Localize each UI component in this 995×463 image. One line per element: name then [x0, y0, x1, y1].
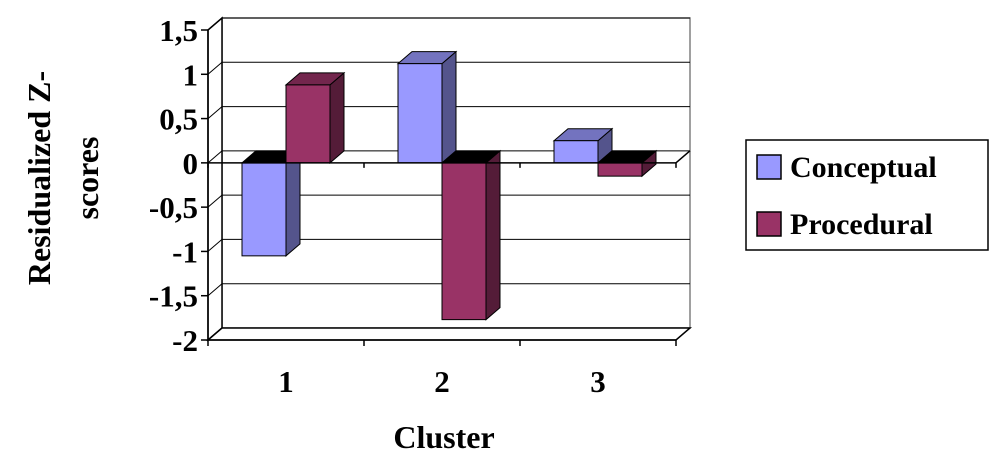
bar-side — [485, 149, 501, 321]
bar-conceptual-cluster-3 — [552, 127, 614, 164]
zero-line-depth — [675, 150, 691, 164]
y-tick-label: 0 — [183, 146, 199, 181]
gridline-depth — [207, 61, 223, 75]
floor — [205, 327, 693, 341]
y-axis-label: Residualized Z- scores — [21, 71, 105, 285]
side-wall — [207, 16, 223, 342]
gridline-depth — [207, 327, 223, 341]
bar-front — [241, 162, 287, 257]
x-tick-label: 1 — [278, 364, 294, 399]
bar-front — [285, 84, 331, 164]
y-axis-label-line-2: scores — [69, 137, 105, 220]
x-tick-label: 2 — [434, 364, 450, 399]
legend-label-conceptual: Conceptual — [790, 151, 937, 184]
y-tick-label: -1,5 — [149, 279, 198, 314]
bar-procedural-cluster-1 — [284, 71, 346, 164]
gridline-depth — [207, 17, 223, 31]
legend-label-procedural: Procedural — [790, 208, 933, 241]
bar-front — [397, 63, 443, 164]
bar-conceptual-cluster-1 — [240, 149, 302, 257]
y-tick-label: -2 — [172, 323, 198, 358]
y-tick-label: 1,5 — [159, 13, 198, 48]
gridline-depth — [207, 283, 223, 297]
gridline-depth — [207, 150, 223, 164]
y-axis-ticks: -2 -1,5 -1 -0,5 0 0,5 1 1,5 — [149, 13, 209, 358]
bar-procedural-cluster-2 — [440, 149, 502, 321]
x-axis-label: Cluster — [393, 419, 494, 455]
bars — [240, 50, 658, 321]
legend: Conceptual Procedural — [745, 139, 989, 251]
legend-box — [745, 139, 989, 251]
bar-front — [597, 162, 643, 177]
y-tick-label: -0,5 — [149, 190, 198, 225]
legend-swatch-conceptual — [756, 154, 782, 180]
x-axis-ticks: 1 2 3 — [207, 339, 677, 399]
legend-swatch-procedural — [756, 211, 782, 237]
y-axis-label-line-1: Residualized Z- — [21, 71, 57, 285]
x-axis-front — [207, 150, 691, 168]
bar-side — [441, 50, 457, 164]
gridline-depth — [207, 106, 223, 119]
bar-side — [329, 71, 345, 164]
bar-conceptual-cluster-2 — [396, 50, 458, 164]
bar-front — [553, 140, 599, 164]
gridline-depth — [207, 194, 223, 208]
x-tick-label: 3 — [590, 364, 606, 399]
y-tick-label: 0,5 — [159, 102, 198, 137]
gridline-depth — [207, 239, 223, 252]
y-tick-label: 1 — [183, 57, 199, 92]
bar-front — [441, 162, 487, 321]
y-tick-label: -1 — [172, 234, 198, 269]
bar-side — [285, 149, 301, 257]
